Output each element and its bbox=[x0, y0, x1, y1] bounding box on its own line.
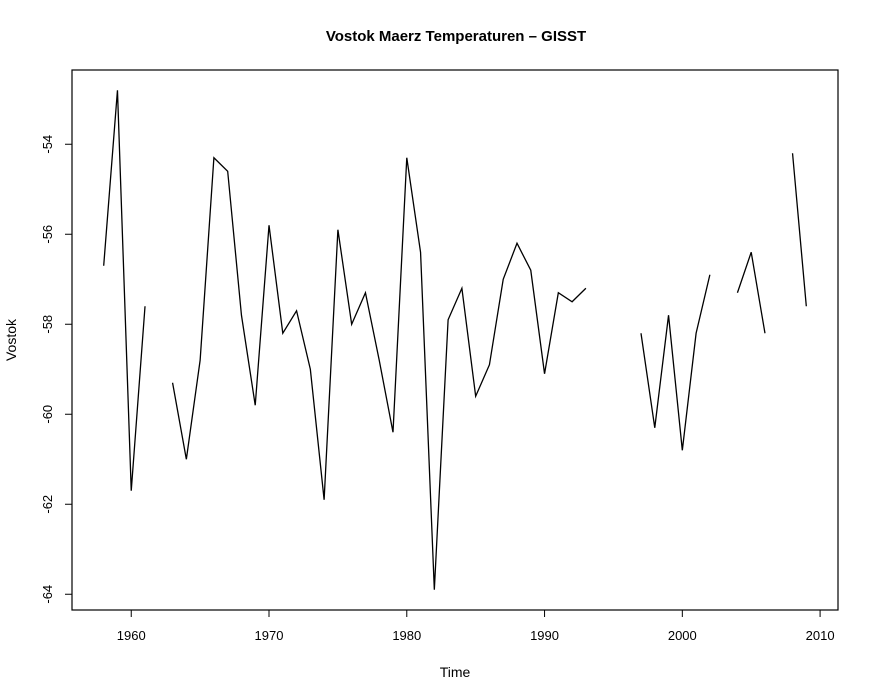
data-point bbox=[529, 268, 533, 272]
chart-title: Vostok Maerz Temperaturen – GISST bbox=[326, 28, 586, 45]
data-point bbox=[708, 273, 712, 277]
data-point bbox=[515, 241, 519, 245]
y-tick-label: -54 bbox=[40, 135, 55, 154]
y-axis-label: Vostok bbox=[3, 318, 19, 361]
data-point bbox=[474, 394, 478, 398]
data-point bbox=[763, 331, 767, 335]
data-point bbox=[350, 322, 354, 326]
data-point bbox=[791, 151, 795, 155]
data-point bbox=[584, 286, 588, 290]
data-point bbox=[749, 250, 753, 254]
x-tick-label: 2010 bbox=[806, 628, 835, 643]
data-point bbox=[460, 286, 464, 290]
data-point bbox=[212, 156, 216, 160]
data-point bbox=[184, 457, 188, 461]
data-point bbox=[391, 430, 395, 434]
data-point bbox=[336, 228, 340, 232]
series-layer bbox=[102, 88, 808, 592]
data-point bbox=[143, 304, 147, 308]
data-point bbox=[115, 88, 119, 92]
data-point bbox=[267, 223, 271, 227]
data-point bbox=[308, 367, 312, 371]
data-point bbox=[239, 313, 243, 317]
series-line-vostok bbox=[103, 90, 807, 590]
data-point bbox=[322, 498, 326, 502]
data-point bbox=[680, 448, 684, 452]
y-tick-label: -56 bbox=[40, 225, 55, 244]
data-point bbox=[198, 358, 202, 362]
data-point bbox=[556, 291, 560, 295]
data-point bbox=[446, 318, 450, 322]
x-tick-label: 2000 bbox=[668, 628, 697, 643]
data-point bbox=[281, 331, 285, 335]
x-tick-label: 1960 bbox=[117, 628, 146, 643]
y-tick-label: -62 bbox=[40, 495, 55, 514]
data-point bbox=[570, 300, 574, 304]
data-point bbox=[363, 291, 367, 295]
data-point bbox=[735, 291, 739, 295]
x-tick-label: 1980 bbox=[392, 628, 421, 643]
data-point bbox=[253, 403, 257, 407]
data-point bbox=[171, 381, 175, 385]
y-tick-label: -60 bbox=[40, 405, 55, 424]
data-point bbox=[804, 304, 808, 308]
data-point bbox=[543, 372, 547, 376]
data-point bbox=[226, 169, 230, 173]
data-point bbox=[667, 313, 671, 317]
y-tick-label: -64 bbox=[40, 585, 55, 604]
data-point bbox=[129, 489, 133, 493]
data-point bbox=[295, 309, 299, 313]
data-point bbox=[501, 277, 505, 281]
data-point bbox=[102, 264, 106, 268]
data-point bbox=[432, 588, 436, 592]
x-axis: 1960 1970 1980 1990 2000 2010 bbox=[117, 609, 835, 643]
x-tick-label: 1990 bbox=[530, 628, 559, 643]
data-point bbox=[405, 156, 409, 160]
data-point bbox=[639, 331, 643, 335]
x-tick-label: 1970 bbox=[255, 628, 284, 643]
x-axis-label: Time bbox=[440, 664, 471, 680]
data-point bbox=[694, 331, 698, 335]
plot-frame bbox=[71, 69, 839, 611]
y-tick-label: -58 bbox=[40, 315, 55, 334]
data-point bbox=[487, 363, 491, 367]
data-point bbox=[419, 250, 423, 254]
y-axis: -64 -62 -60 -58 -56 -54 bbox=[40, 135, 73, 604]
data-point bbox=[377, 358, 381, 362]
data-point bbox=[653, 426, 657, 430]
